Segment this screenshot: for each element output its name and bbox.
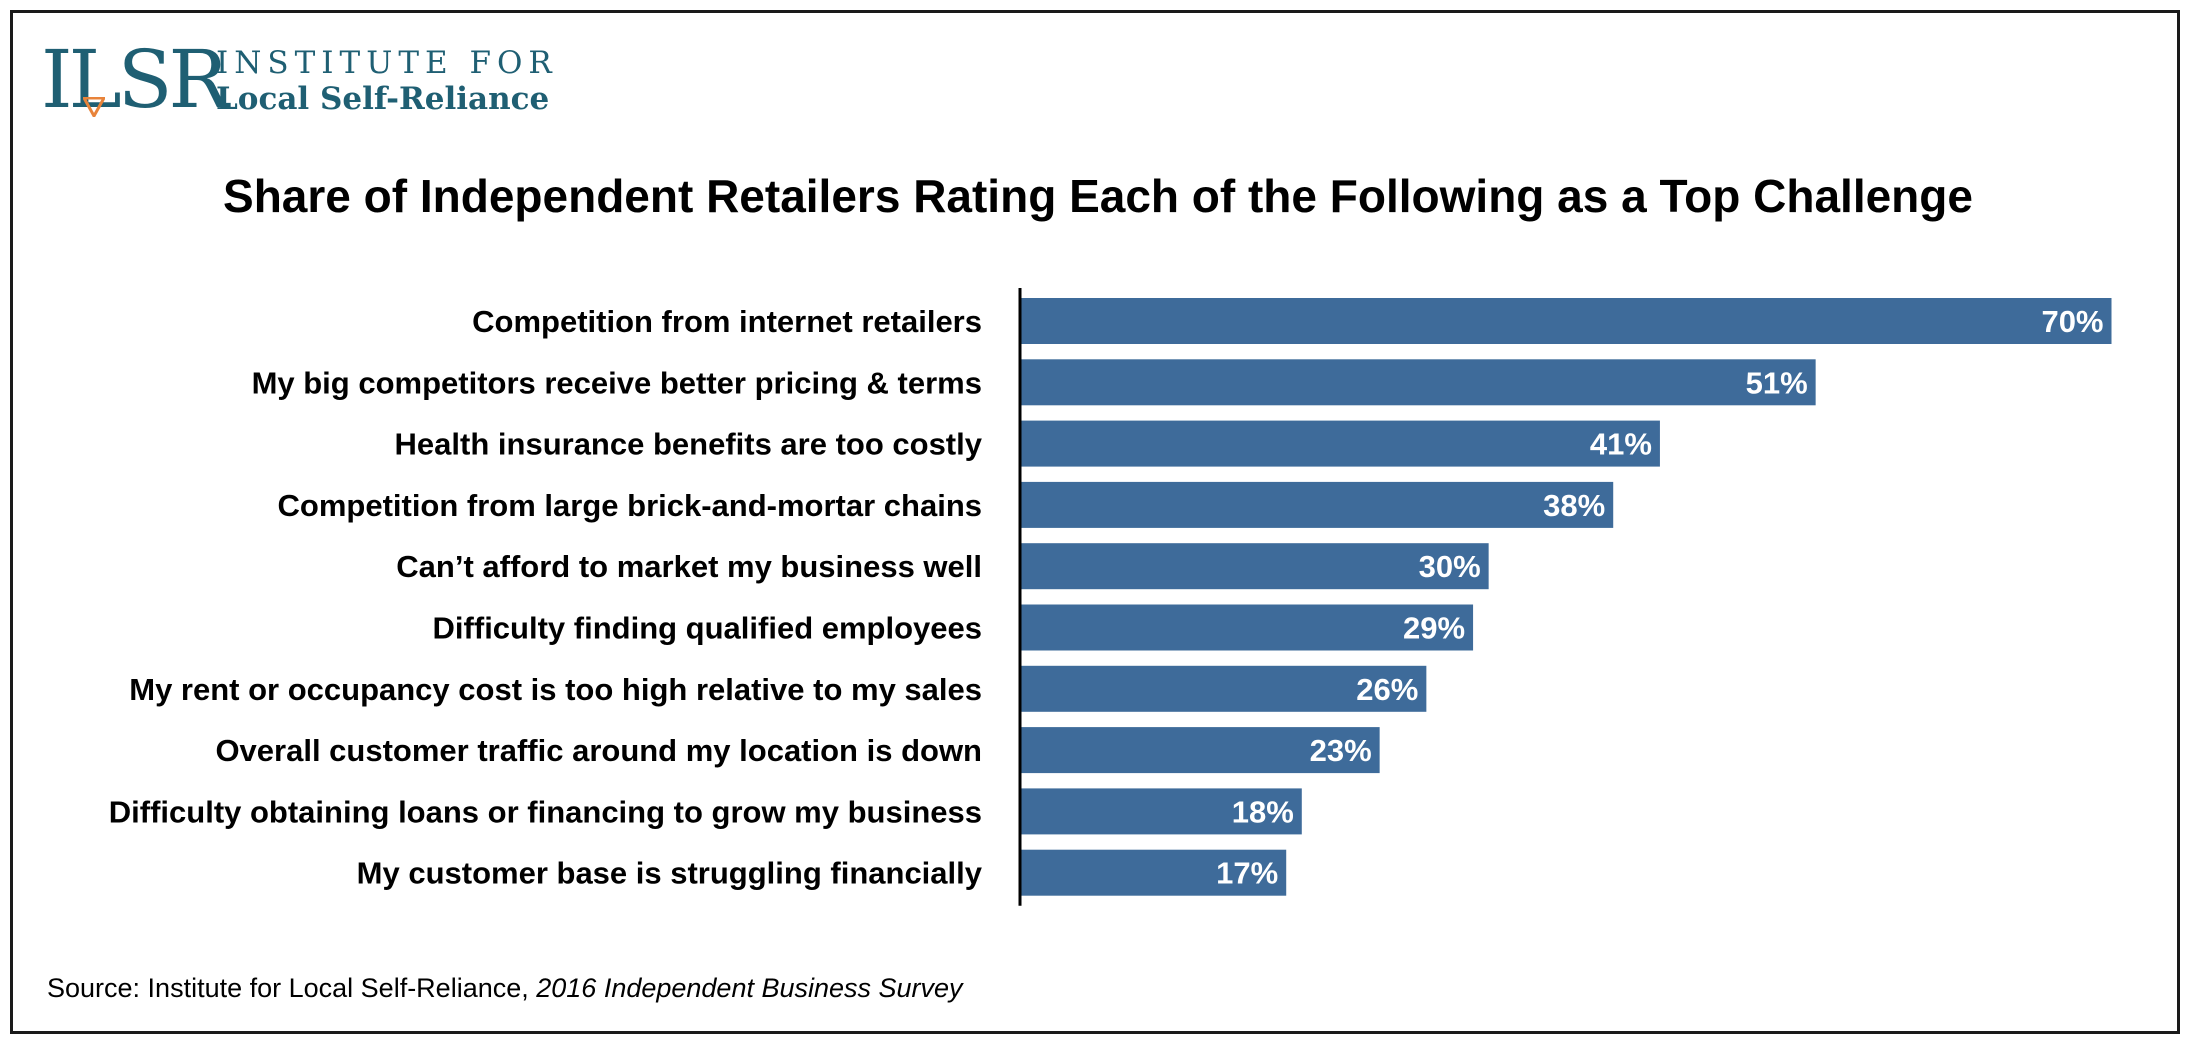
data-label: 23% <box>1310 733 1372 768</box>
data-label: 38% <box>1543 488 1605 523</box>
bar <box>1021 788 1302 835</box>
data-label: 29% <box>1403 611 1465 646</box>
bar <box>1021 420 1660 467</box>
category-label: My customer base is struggling financial… <box>357 856 983 891</box>
source-publication: 2016 Independent Business Survey <box>536 973 963 1003</box>
data-label: 30% <box>1419 549 1481 584</box>
logo-text: INSTITUTE FOR Local Self-Reliance <box>216 45 558 117</box>
logo-line-2: Local Self-Reliance <box>216 81 550 117</box>
category-label: My big competitors receive better pricin… <box>252 365 982 400</box>
data-label: 26% <box>1356 672 1418 707</box>
source-note: Source: Institute for Local Self-Relianc… <box>47 973 963 1004</box>
bar <box>1021 727 1380 774</box>
data-label: 70% <box>2041 304 2103 339</box>
logo-line-1: INSTITUTE FOR <box>216 45 558 81</box>
bars-group: Competition from internet retailers 70% My… <box>109 298 2112 896</box>
category-label: Health insurance benefits are too costly <box>395 427 983 462</box>
bar <box>1021 543 1489 590</box>
category-label: Can’t afford to market my business well <box>396 549 982 584</box>
category-label: Competition from large brick-and-mortar … <box>278 488 983 523</box>
bar <box>1021 604 1474 651</box>
bar-chart: Competition from internet retailers 70% My… <box>109 288 2112 906</box>
data-label: 17% <box>1216 856 1278 891</box>
bar <box>1021 481 1614 528</box>
chart-title: Share of Independent Retailers Rating Ea… <box>223 170 1973 222</box>
category-label: Difficulty finding qualified employees <box>433 611 982 646</box>
category-label: Competition from internet retailers <box>472 304 982 339</box>
data-label: 51% <box>1746 365 1808 400</box>
data-label: 41% <box>1590 427 1652 462</box>
data-label: 18% <box>1232 794 1294 829</box>
logo-mark: ILSR <box>41 33 229 126</box>
logo-triangle-icon <box>83 97 105 117</box>
chart-frame: ILSR INSTITUTE FOR Local Self-Reliance S… <box>10 10 2180 1034</box>
category-label: Overall customer traffic around my locat… <box>215 733 982 768</box>
category-label: My rent or occupancy cost is too high re… <box>129 672 982 707</box>
bar <box>1021 849 1287 896</box>
bar <box>1021 665 1427 712</box>
category-label: Difficulty obtaining loans or financing … <box>109 794 982 829</box>
bar <box>1021 359 1816 406</box>
bar <box>1021 298 2112 344</box>
source-prefix: Source: Institute for Local Self-Relianc… <box>47 973 537 1003</box>
